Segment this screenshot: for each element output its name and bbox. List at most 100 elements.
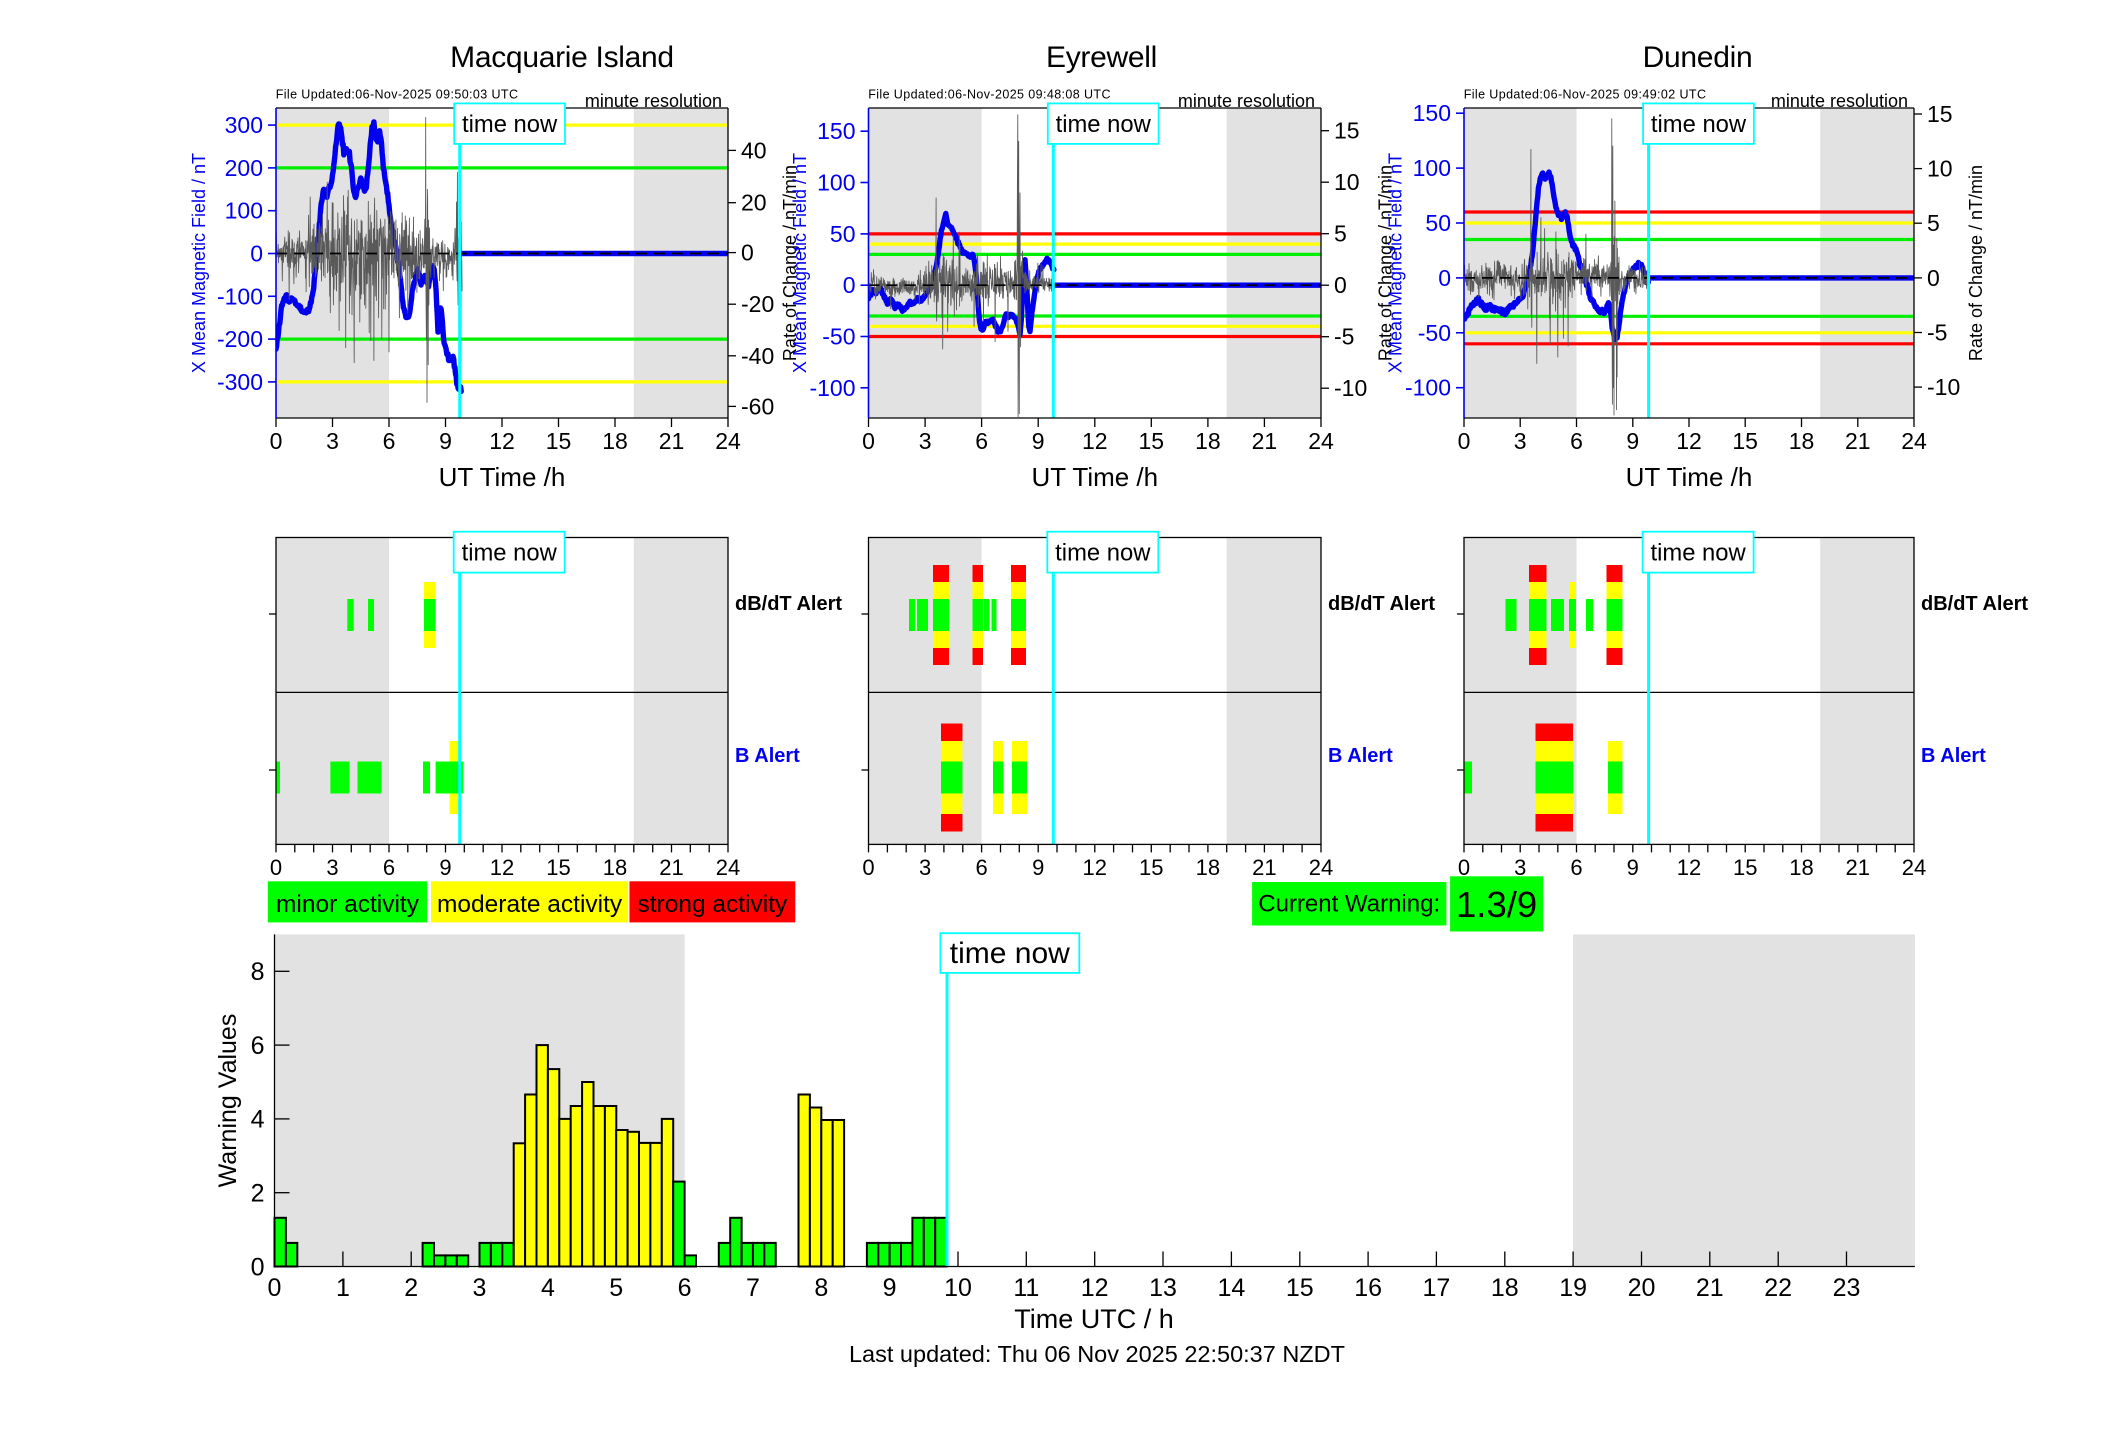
svg-text:0: 0	[862, 855, 874, 880]
svg-text:9: 9	[439, 428, 452, 454]
svg-text:24: 24	[1902, 855, 1926, 880]
svg-text:12: 12	[1676, 428, 1702, 454]
svg-text:Warning Values: Warning Values	[214, 1014, 242, 1188]
svg-text:12: 12	[1083, 855, 1107, 880]
svg-text:0: 0	[250, 241, 263, 267]
svg-text:time now: time now	[950, 937, 1070, 970]
svg-text:0: 0	[268, 1274, 282, 1302]
svg-text:dB/dT Alert: dB/dT Alert	[735, 593, 842, 615]
svg-text:3: 3	[1514, 855, 1526, 880]
svg-text:Macquarie Island: Macquarie Island	[450, 41, 674, 74]
svg-text:12: 12	[1082, 428, 1108, 454]
svg-text:10: 10	[944, 1274, 972, 1302]
svg-text:2: 2	[251, 1180, 265, 1208]
svg-text:40: 40	[741, 137, 767, 163]
svg-text:6: 6	[383, 428, 396, 454]
svg-text:5: 5	[1334, 221, 1347, 247]
svg-text:Rate of Change / nT/min: Rate of Change / nT/min	[780, 165, 800, 361]
svg-text:File Updated:06-Nov-2025 09:50: File Updated:06-Nov-2025 09:50:03 UTC	[276, 87, 519, 101]
svg-text:24: 24	[715, 428, 741, 454]
svg-text:-20: -20	[741, 291, 774, 317]
svg-text:0: 0	[270, 855, 282, 880]
svg-text:150: 150	[817, 118, 855, 144]
svg-text:24: 24	[1901, 428, 1927, 454]
svg-text:0: 0	[1438, 265, 1451, 291]
svg-text:0: 0	[862, 428, 875, 454]
svg-text:B Alert: B Alert	[735, 745, 800, 767]
svg-text:9: 9	[1032, 855, 1044, 880]
svg-text:24: 24	[1308, 428, 1334, 454]
svg-text:time now: time now	[1055, 539, 1151, 566]
svg-text:21: 21	[1846, 855, 1870, 880]
svg-text:18: 18	[1196, 855, 1220, 880]
svg-text:0: 0	[1458, 855, 1470, 880]
svg-text:3: 3	[1514, 428, 1527, 454]
svg-text:6: 6	[1570, 855, 1582, 880]
svg-text:X Mean Magnetic Field / nT: X Mean Magnetic Field / nT	[790, 153, 810, 373]
svg-text:200: 200	[225, 155, 263, 181]
svg-text:12: 12	[489, 428, 515, 454]
svg-text:-50: -50	[1418, 320, 1451, 346]
svg-text:Time UTC / h: Time UTC / h	[1014, 1304, 1174, 1334]
svg-text:B Alert: B Alert	[1328, 745, 1393, 767]
svg-text:15: 15	[1334, 118, 1360, 144]
svg-text:6: 6	[251, 1032, 265, 1060]
svg-text:-50: -50	[822, 324, 855, 350]
svg-text:300: 300	[225, 112, 263, 138]
svg-text:-100: -100	[1405, 375, 1451, 401]
svg-text:150: 150	[1413, 100, 1451, 126]
svg-text:0: 0	[1458, 428, 1471, 454]
svg-text:3: 3	[919, 428, 932, 454]
svg-text:time now: time now	[462, 111, 558, 138]
svg-text:100: 100	[225, 198, 263, 224]
svg-text:0: 0	[741, 240, 754, 266]
svg-text:12: 12	[1677, 855, 1701, 880]
svg-text:12: 12	[1081, 1274, 1109, 1302]
svg-text:15: 15	[1732, 428, 1758, 454]
svg-text:4: 4	[541, 1274, 555, 1302]
svg-text:File Updated:06-Nov-2025 09:49: File Updated:06-Nov-2025 09:49:02 UTC	[1464, 87, 1707, 101]
svg-text:time now: time now	[1650, 539, 1746, 566]
svg-text:minute resolution: minute resolution	[1178, 91, 1315, 111]
svg-text:dB/dT Alert: dB/dT Alert	[1328, 593, 1435, 615]
svg-text:Eyrewell: Eyrewell	[1046, 41, 1157, 74]
svg-text:11: 11	[1013, 1274, 1039, 1302]
svg-text:5: 5	[609, 1274, 623, 1302]
svg-text:-40: -40	[741, 343, 774, 369]
svg-text:24: 24	[1309, 855, 1333, 880]
svg-text:-10: -10	[1334, 375, 1367, 401]
svg-text:23: 23	[1833, 1274, 1861, 1302]
svg-text:14: 14	[1217, 1274, 1245, 1302]
svg-text:8: 8	[814, 1274, 828, 1302]
svg-text:-5: -5	[1927, 320, 1947, 346]
svg-text:21: 21	[1696, 1274, 1724, 1302]
svg-text:-100: -100	[809, 375, 855, 401]
svg-text:-100: -100	[217, 283, 263, 309]
svg-text:12: 12	[490, 855, 514, 880]
svg-text:0: 0	[251, 1253, 265, 1281]
svg-text:2: 2	[404, 1274, 418, 1302]
svg-text:6: 6	[975, 855, 987, 880]
svg-text:16: 16	[1354, 1274, 1382, 1302]
svg-text:6: 6	[975, 428, 988, 454]
svg-text:7: 7	[746, 1274, 760, 1302]
svg-text:9: 9	[1626, 428, 1639, 454]
svg-text:-200: -200	[217, 326, 263, 352]
svg-text:9: 9	[883, 1274, 897, 1302]
svg-text:B Alert: B Alert	[1921, 745, 1986, 767]
svg-text:Current Warning:: Current Warning:	[1258, 891, 1440, 918]
svg-text:15: 15	[1286, 1274, 1314, 1302]
svg-text:21: 21	[1252, 855, 1276, 880]
svg-text:4: 4	[251, 1106, 265, 1134]
svg-text:6: 6	[383, 855, 395, 880]
svg-text:15: 15	[1139, 855, 1163, 880]
svg-text:19: 19	[1559, 1274, 1587, 1302]
svg-text:Rate of Change / nT/min: Rate of Change / nT/min	[1966, 165, 1986, 361]
svg-text:50: 50	[830, 221, 856, 247]
svg-text:100: 100	[817, 170, 855, 196]
svg-text:0: 0	[270, 428, 283, 454]
svg-text:Dunedin: Dunedin	[1643, 41, 1753, 74]
svg-text:18: 18	[1789, 428, 1815, 454]
svg-text:X Mean Magnetic Field / nT: X Mean Magnetic Field / nT	[1386, 153, 1406, 373]
svg-text:18: 18	[1195, 428, 1221, 454]
